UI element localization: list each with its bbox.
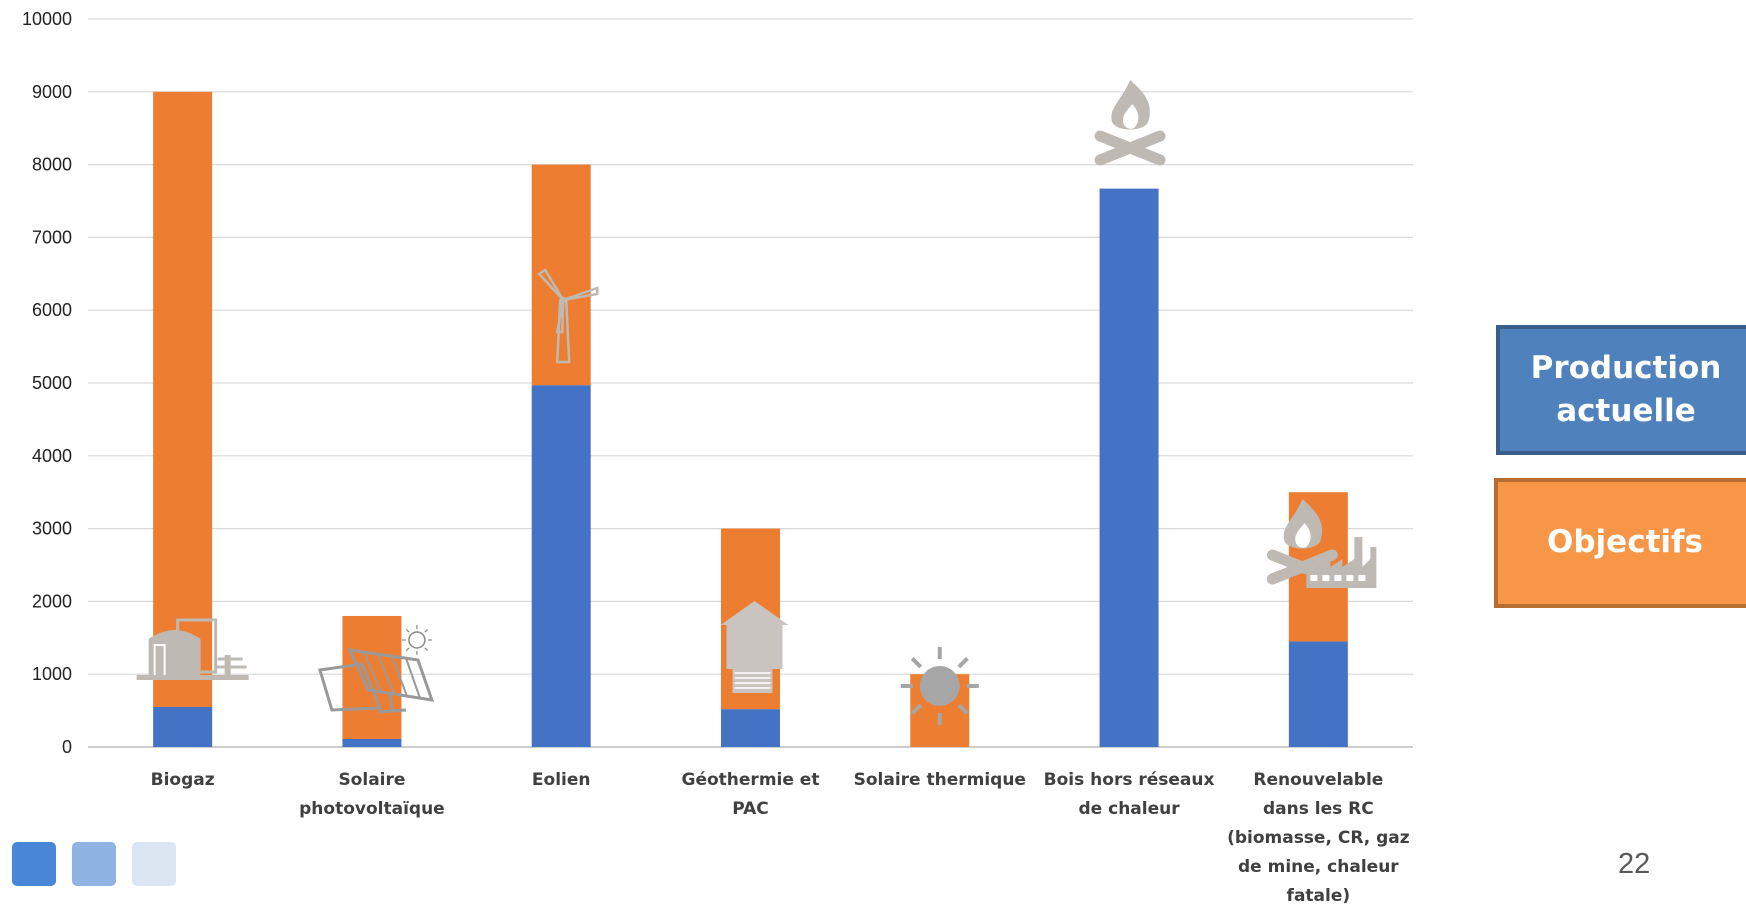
icon-part [562, 286, 599, 302]
icon-part [910, 703, 923, 715]
icon-part [136, 675, 249, 680]
icon-part [405, 647, 410, 652]
icon-part [1346, 575, 1354, 581]
icon-part [390, 655, 408, 697]
icon-part [148, 637, 201, 677]
y-tick-label: 10000 [22, 9, 72, 29]
y-tick-label: 9000 [32, 82, 72, 102]
bar-production-actuelle [1288, 641, 1348, 747]
legend-production-actuelle: Production actuelle [1496, 325, 1746, 455]
icon-part [1122, 104, 1139, 129]
bar-objectifs [342, 615, 402, 739]
legend-production-actuelle-label: Production actuelle [1530, 349, 1722, 429]
icon-part [1334, 575, 1342, 581]
icon-part [1322, 575, 1330, 581]
x-category-label: Biogaz [151, 770, 215, 790]
icon-part [555, 299, 565, 334]
icon-part [1266, 549, 1338, 585]
y-tick-label: 2000 [32, 591, 72, 611]
bar-icons [136, 80, 1377, 725]
x-category-label: Solaire thermique [854, 770, 1026, 790]
campfire-icon [1094, 80, 1166, 166]
icon-part [424, 628, 428, 633]
y-tick-label: 3000 [32, 519, 72, 539]
legend-objectifs-label: Objectifs [1547, 524, 1703, 561]
icon-part [726, 625, 783, 669]
icon-part [388, 691, 394, 711]
x-category-label: Bois hors réseaux de chaleur [1044, 770, 1215, 819]
bar-production-actuelle [531, 385, 591, 747]
icon-part [957, 657, 969, 669]
legend-objectifs: Objectifs [1494, 478, 1746, 608]
icon-part [377, 653, 395, 695]
x-category-label: Eolien [532, 770, 591, 790]
icon-part [720, 601, 789, 625]
icon-part [957, 703, 969, 715]
icon-part [910, 657, 923, 669]
x-axis-labels: Biogaz Solaire photovoltaïque Eolien Géother… [151, 770, 1410, 905]
solar-panel-icon [317, 625, 435, 714]
campfire-factory-icon [1266, 499, 1377, 588]
icon-part [1283, 499, 1323, 549]
methanizer-icon [136, 618, 249, 680]
icon-part [317, 662, 383, 712]
decor-square-dark [12, 842, 56, 886]
bar-production-actuelle [153, 706, 213, 747]
icon-part [148, 630, 201, 639]
heat-pump-house-icon [720, 601, 789, 693]
icon-part [919, 666, 960, 706]
icon-part [560, 297, 567, 303]
icon-part [1094, 130, 1166, 166]
x-category-label: Géothermie et PAC [682, 770, 820, 819]
bar-objectifs [153, 91, 213, 707]
icon-part [363, 651, 382, 693]
y-tick-label: 1000 [32, 664, 72, 684]
y-tick-label: 6000 [32, 300, 72, 320]
y-tick-label: 7000 [32, 227, 72, 247]
y-tick-label: 5000 [32, 373, 72, 393]
page-number: 22 [1618, 848, 1651, 880]
factory-part [1306, 537, 1377, 588]
icon-part [347, 648, 435, 702]
icon-part [424, 647, 428, 652]
icon-part [1310, 575, 1318, 581]
y-tick-label: 8000 [32, 155, 72, 175]
sun-icon [900, 647, 979, 725]
decor-square-medium [72, 842, 116, 886]
icon-part [537, 268, 565, 301]
wind-turbine-icon [537, 268, 599, 364]
icon-part [377, 708, 407, 714]
y-tick-label: 0 [62, 737, 72, 757]
decor-square-light [132, 842, 176, 886]
y-tick-label: 4000 [32, 446, 72, 466]
icon-part [1111, 80, 1150, 130]
icon-part [1295, 523, 1311, 548]
x-category-label: Renouvelable dans les RC (biomasse, CR, ga… [1227, 770, 1410, 905]
y-axis-ticks: 0 1000 2000 3000 4000 5000 6000 7000 8000 9000 100… [22, 9, 72, 757]
icon-part [405, 628, 410, 633]
bar-production-actuelle [1099, 188, 1159, 747]
x-category-label: Solaire photovoltaïque [299, 770, 445, 819]
bar-production-actuelle [342, 738, 402, 747]
icon-part [404, 657, 421, 699]
icon-part [408, 631, 426, 649]
gridlines [88, 18, 1413, 748]
icon-part [1358, 575, 1366, 581]
bar-production-actuelle [721, 709, 780, 747]
